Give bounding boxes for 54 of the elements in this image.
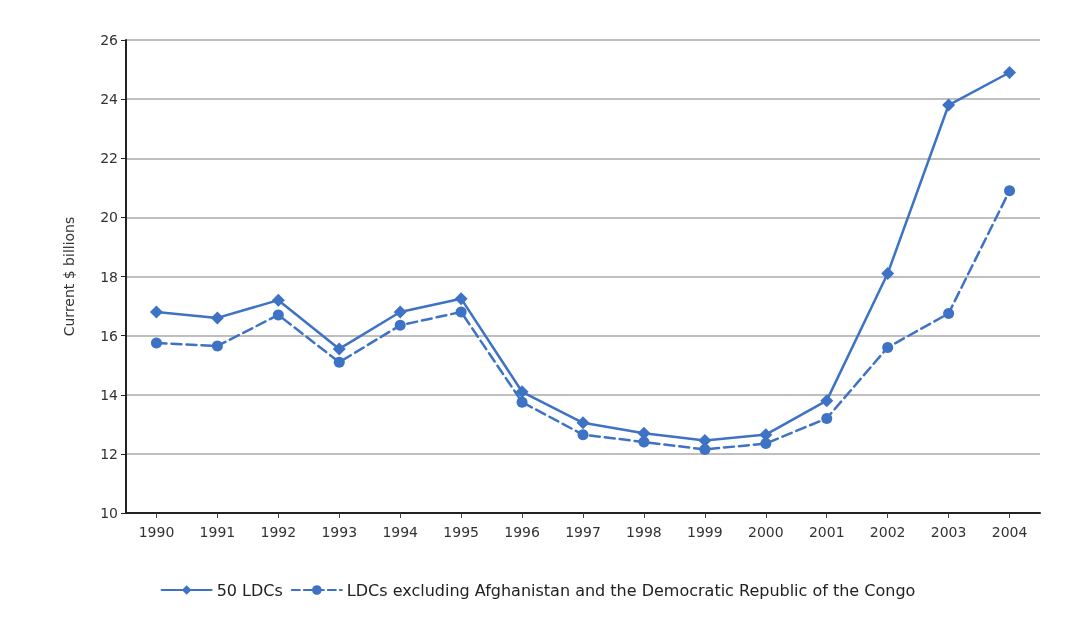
x-tick-label: 2003	[930, 524, 967, 540]
point	[881, 267, 895, 281]
point	[332, 342, 346, 356]
x-tick-label: 2004	[991, 524, 1028, 540]
x-tick-label: 1990	[138, 524, 175, 540]
point	[271, 293, 285, 307]
point	[210, 311, 224, 325]
point	[272, 309, 284, 321]
point	[882, 341, 894, 353]
point	[333, 356, 345, 368]
point	[821, 412, 833, 424]
x-tick-label: 1998	[626, 524, 662, 540]
y-tick-label: 16	[100, 327, 119, 344]
x-tick-label: 1999	[687, 524, 723, 540]
point	[394, 319, 406, 331]
y-tick-label: 14	[100, 386, 119, 403]
x-tick-label: 1997	[565, 524, 601, 540]
y-tick-label: 10	[100, 505, 118, 521]
x-tick-label: 1992	[260, 524, 297, 540]
point	[760, 438, 772, 450]
point	[150, 337, 162, 349]
point	[942, 98, 956, 112]
x-tick-label: 1994	[382, 524, 419, 540]
y-tick-label: 18	[100, 268, 118, 285]
y-tick-label: 20	[100, 209, 118, 226]
y-tick-label: 24	[100, 91, 119, 108]
y-tick-label: 12	[100, 445, 118, 462]
point	[149, 305, 163, 319]
legend-label: LDCs excluding Afghanistan and the Democratic Republic of the Congo	[346, 580, 916, 600]
point	[577, 429, 589, 441]
x-tick-label: 2002	[869, 524, 906, 540]
x-tick-label: 1991	[199, 524, 236, 540]
point	[454, 292, 468, 306]
point	[638, 436, 650, 448]
y-tick-label: 22	[100, 150, 118, 167]
y-axis-title: Current $ billions	[61, 216, 77, 337]
point	[1003, 66, 1017, 80]
point	[943, 307, 955, 319]
point	[211, 340, 223, 352]
point	[455, 306, 467, 318]
point	[393, 305, 407, 319]
x-tick-label: 1995	[443, 524, 479, 540]
x-tick-label: 1993	[321, 524, 358, 540]
legend-label: 50 LDCs	[216, 580, 283, 600]
point	[515, 385, 529, 399]
point	[820, 394, 834, 408]
x-tick-label: 2000	[747, 524, 784, 540]
point	[576, 416, 590, 430]
x-tick-label: 2001	[808, 524, 845, 540]
point	[516, 396, 528, 408]
y-tick-label: 26	[100, 32, 119, 48]
point	[1004, 185, 1016, 197]
point	[699, 443, 711, 455]
x-tick-label: 1996	[504, 524, 540, 540]
